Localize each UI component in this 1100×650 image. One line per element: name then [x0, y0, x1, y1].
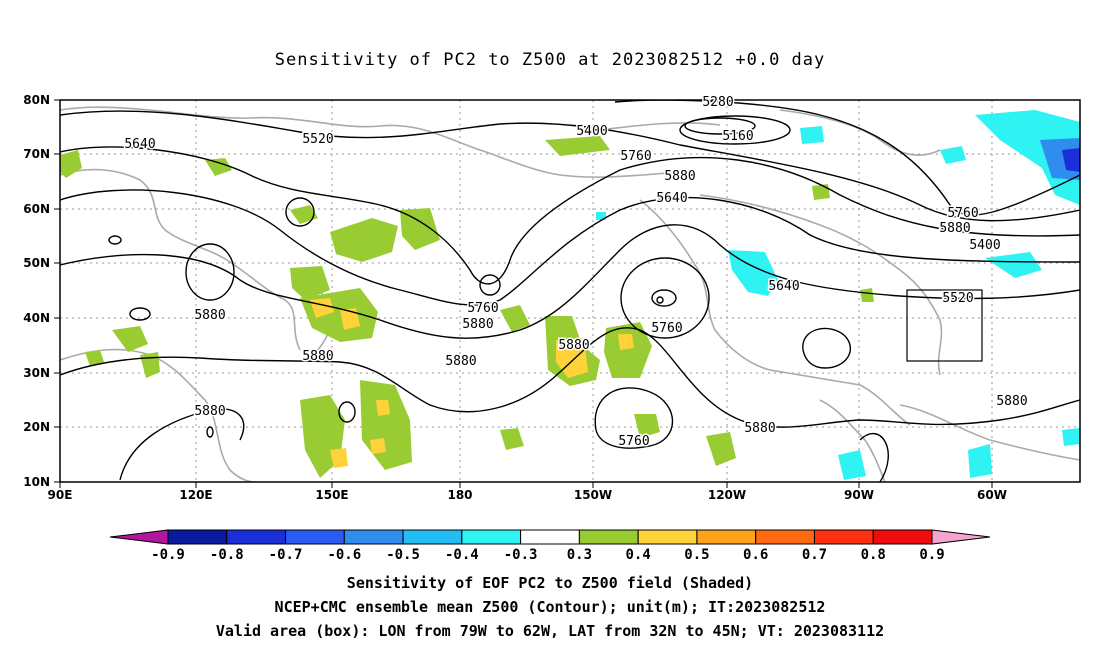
- colorbar-swatch: [167, 529, 228, 545]
- lon-label: 120W: [708, 488, 746, 502]
- colorbar-swatch: [285, 529, 345, 545]
- lon-label: 150W: [574, 488, 612, 502]
- colorbar: -0.9 -0.8 -0.7 -0.6 -0.5 -0.4 -0.3 0.3 0.4 0.5 0.6…: [109, 529, 991, 563]
- lon-label: 120E: [179, 488, 212, 502]
- contour-label: 5880: [939, 221, 970, 236]
- map-title: Sensitivity of PC2 to Z500 at 2023082512…: [274, 50, 826, 70]
- contour-label-extra: 5880: [996, 394, 1027, 409]
- caption-line-3: Valid area (box): LON from 79W to 62W, L…: [215, 622, 885, 640]
- contour-label: 5640: [124, 137, 155, 152]
- colorbar-tick-label: -0.9: [151, 547, 185, 563]
- contour-label: 5880: [194, 308, 225, 323]
- lat-label: 20N: [23, 420, 50, 434]
- contour-label: 5400: [969, 238, 1000, 253]
- contour-label: 5520: [942, 291, 973, 306]
- contour-label: 5880: [744, 421, 775, 436]
- contour-label: 5160: [722, 129, 753, 144]
- colorbar-tick-label: 0.6: [743, 547, 768, 563]
- contour-label: 5400: [576, 124, 607, 139]
- colorbar-swatch: [461, 529, 522, 545]
- lon-label: 150E: [315, 488, 348, 502]
- contour-label: 5640: [768, 279, 799, 294]
- colorbar-tick-label: -0.5: [386, 547, 420, 563]
- colorbar-left-tip: [109, 529, 169, 545]
- colorbar-tick-label: 0.4: [626, 547, 651, 563]
- lon-label: 90W: [844, 488, 874, 502]
- colorbar-swatch: [520, 529, 580, 545]
- contour-label: 5880: [445, 354, 476, 369]
- colorbar-swatch: [578, 529, 639, 545]
- colorbar-swatch: [813, 529, 874, 545]
- colorbar-right-tip: [931, 529, 991, 545]
- contour-label: 5520: [302, 132, 333, 147]
- caption-line-2: NCEP+CMC ensemble mean Z500 (Contour); u…: [274, 598, 826, 616]
- contour-label: 5760: [651, 321, 682, 336]
- valid-area-box: [906, 289, 983, 362]
- lat-label: 10N: [23, 475, 50, 489]
- colorbar-tick-label: -0.6: [327, 547, 361, 563]
- contour-labels: 5280 5160 5400 5520 5640 5760 5880 5400 …: [123, 94, 1002, 451]
- colorbar-swatch: [696, 529, 757, 545]
- contour-label: 5880: [558, 338, 589, 353]
- colorbar-swatch: [226, 529, 287, 545]
- contour-label: 5880: [302, 349, 333, 364]
- colorbar-tick-label: 0.7: [802, 547, 827, 563]
- colorbar-tick-label: 0.9: [919, 547, 944, 563]
- contour-label: 5280: [702, 95, 733, 110]
- colorbar-swatch: [755, 529, 815, 545]
- lat-label: 70N: [23, 147, 50, 161]
- contour-label: 5760: [467, 301, 498, 316]
- colorbar-tick-label: 0.5: [684, 547, 709, 563]
- longitude-labels: 90E 120E 150E 180 150W 120W 90W 60W: [48, 488, 1007, 502]
- colorbar-tick-label: 0.8: [861, 547, 886, 563]
- colorbar-tick-label: -0.8: [210, 547, 244, 563]
- colorbar-swatch: [343, 529, 404, 545]
- colorbar-tick-label: 0.3: [567, 547, 592, 563]
- contour-label: 5880: [194, 404, 225, 419]
- lat-label: 30N: [23, 366, 50, 380]
- colorbar-tick-label: -0.4: [445, 547, 479, 563]
- lat-label: 40N: [23, 311, 50, 325]
- colorbar-swatch: [402, 529, 463, 545]
- shaded-regions: [60, 110, 1080, 480]
- colorbar-tick-label: -0.7: [269, 547, 303, 563]
- contour-label: 5760: [618, 434, 649, 449]
- colorbar-tick-label: -0.3: [504, 547, 538, 563]
- lon-label: 60W: [977, 488, 1007, 502]
- lon-label: 180: [447, 488, 472, 502]
- plot-frame: [59, 99, 1081, 483]
- lat-label: 80N: [23, 93, 50, 107]
- colorbar-swatch: [872, 529, 933, 545]
- lat-label: 60N: [23, 202, 50, 216]
- colorbar-swatch: [637, 529, 698, 545]
- contour-label: 5880: [664, 169, 695, 184]
- contour-label: 5760: [620, 149, 651, 164]
- z500-contours: [60, 100, 1080, 482]
- contour-label: 5880: [462, 317, 493, 332]
- caption-line-1: Sensitivity of EOF PC2 to Z500 field (Sh…: [346, 574, 754, 592]
- contour-label: 5760: [947, 206, 978, 221]
- lon-label: 90E: [48, 488, 73, 502]
- contour-label: 5640: [656, 191, 687, 206]
- latitude-labels: 80N 70N 60N 50N 40N 30N 20N 10N: [23, 93, 50, 489]
- tick-marks: [54, 99, 993, 488]
- lat-label: 50N: [23, 256, 50, 270]
